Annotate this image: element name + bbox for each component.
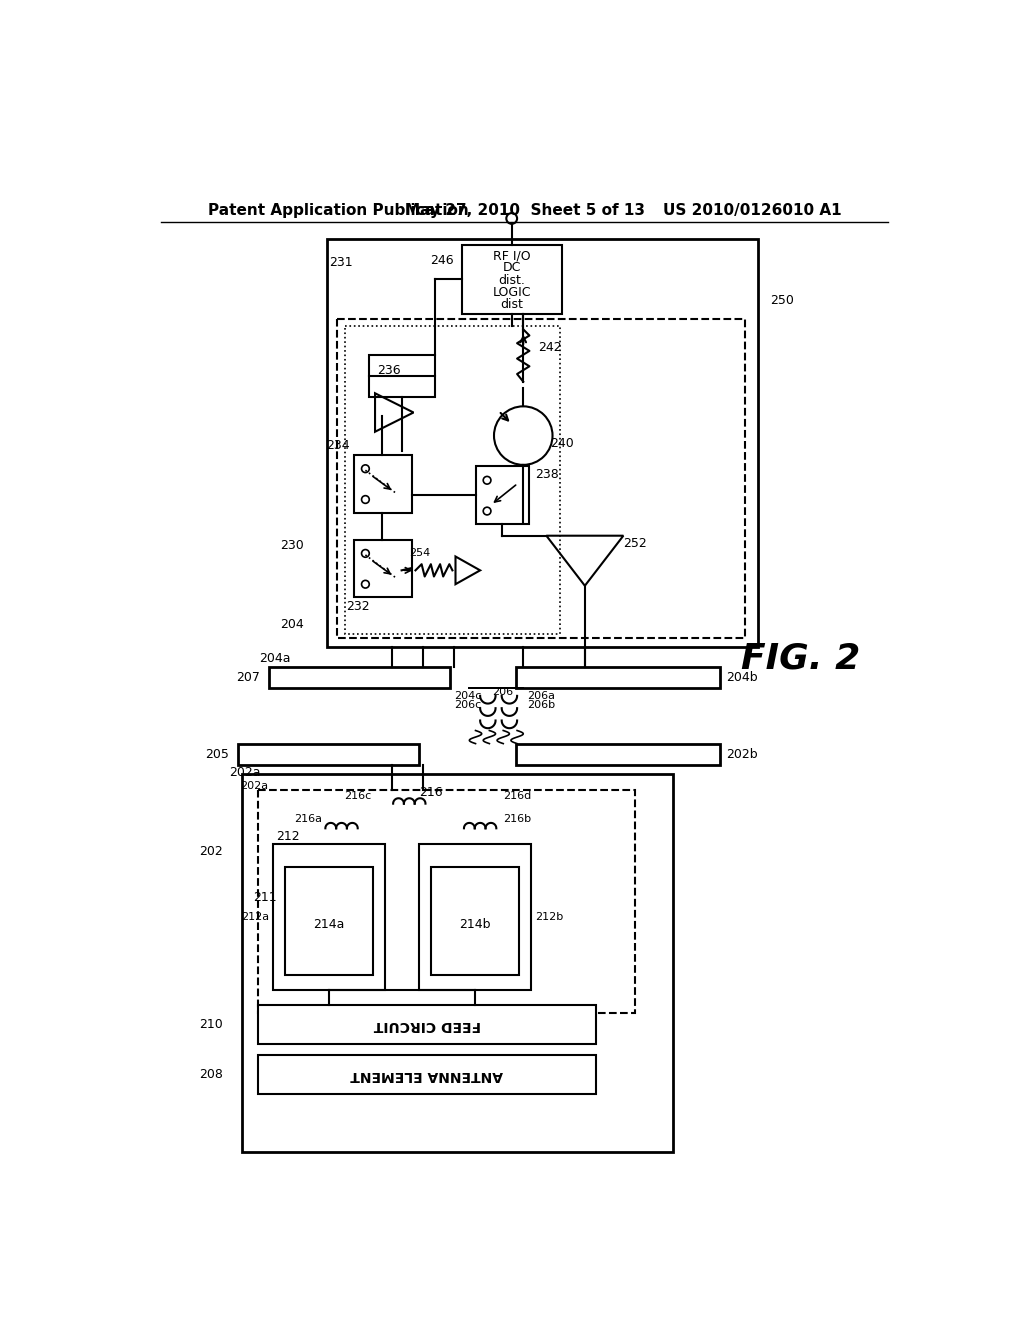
Text: 216a: 216a [294,814,322,824]
Text: 206a: 206a [527,690,555,701]
Text: 204a: 204a [259,652,291,665]
Bar [243,775,674,1151]
Bar [354,540,412,597]
Bar [258,1006,596,1044]
Text: FIG. 2: FIG. 2 [740,642,860,676]
Text: DC: DC [503,261,521,275]
Text: 202a: 202a [240,781,268,791]
Text: May 27, 2010  Sheet 5 of 13: May 27, 2010 Sheet 5 of 13 [404,203,645,218]
Text: LOGIC: LOGIC [493,286,531,298]
Text: RF I/O: RF I/O [493,249,530,263]
Bar [475,466,529,524]
Bar [273,843,385,990]
Text: 232: 232 [346,601,370,612]
Text: 216b: 216b [503,814,531,824]
Text: 202b: 202b [726,748,758,760]
Text: 230: 230 [280,539,304,552]
Bar [515,667,720,688]
Text: FEED CIRCUIT: FEED CIRCUIT [374,1018,480,1032]
Bar [515,743,720,766]
Text: 242: 242 [539,341,562,354]
Text: 216: 216 [419,785,442,799]
Text: 204c: 204c [454,690,481,701]
Text: 212: 212 [276,829,300,842]
Text: 204: 204 [280,618,304,631]
Text: 205: 205 [205,748,229,760]
Text: 216d: 216d [503,791,531,801]
Bar [258,789,635,1014]
Bar [337,318,745,638]
Text: 212a: 212a [241,912,269,921]
Text: 211: 211 [254,891,278,904]
Text: 206c: 206c [455,700,481,710]
Bar [239,743,419,766]
Text: dist: dist [501,298,523,312]
Text: 212b: 212b [535,912,563,921]
Text: 236: 236 [377,363,400,376]
Text: 202: 202 [200,845,223,858]
Text: 246: 246 [430,253,454,267]
Text: 240: 240 [550,437,573,450]
Text: 254: 254 [409,548,430,558]
Bar [354,455,412,512]
Bar [269,667,451,688]
Text: 216c: 216c [344,791,372,801]
Text: 210: 210 [200,1018,223,1031]
Text: 214a: 214a [313,917,344,931]
Bar [285,867,373,974]
Bar [431,867,519,974]
Text: 204b: 204b [726,671,758,684]
Text: 208: 208 [199,1068,223,1081]
Text: 207: 207 [237,671,260,684]
Text: 250: 250 [770,294,794,308]
Text: 206: 206 [492,686,513,697]
Bar [327,239,758,647]
Text: 202a: 202a [228,767,260,779]
Bar [345,326,560,635]
Text: dist.: dist. [499,273,525,286]
Text: 231: 231 [329,256,352,269]
Text: Patent Application Publication: Patent Application Publication [208,203,468,218]
Text: US 2010/0126010 A1: US 2010/0126010 A1 [664,203,842,218]
Bar [370,355,435,397]
Bar [419,843,531,990]
Text: 234: 234 [327,440,350,453]
Text: 206b: 206b [527,700,555,710]
Text: ANTENNA ELEMENT: ANTENNA ELEMENT [350,1068,504,1081]
Text: 252: 252 [623,537,647,550]
Bar [258,1056,596,1094]
Bar [462,244,562,314]
Text: 238: 238 [536,467,559,480]
Text: 214b: 214b [460,917,490,931]
